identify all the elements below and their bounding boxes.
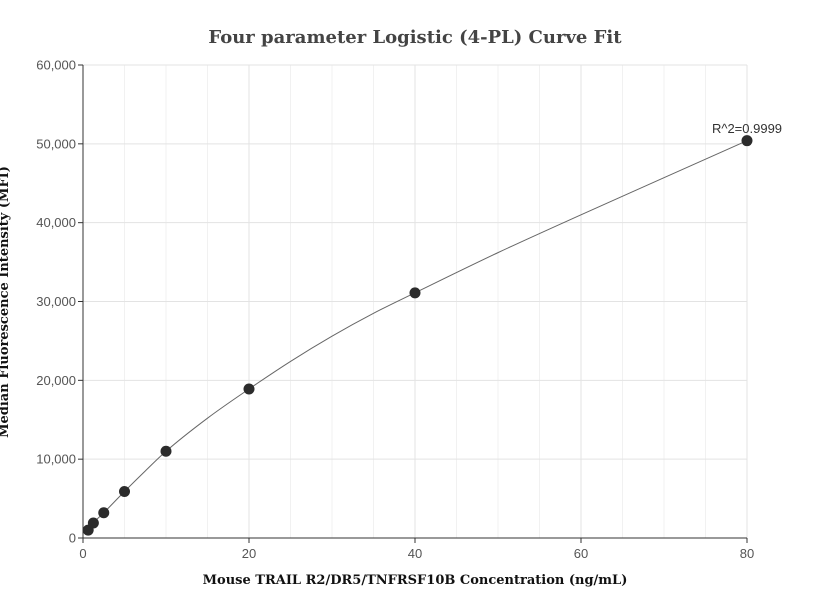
y-axis-label: Median Fluorescence Intensity (MFI) bbox=[0, 166, 12, 438]
r-squared-annotation: R^2=0.9999 bbox=[712, 121, 782, 136]
data-point bbox=[409, 287, 421, 299]
x-tick-label: 20 bbox=[242, 546, 256, 561]
y-tick-label: 10,000 bbox=[36, 452, 76, 467]
grid bbox=[83, 64, 748, 538]
fit-curve-line bbox=[87, 140, 748, 531]
data-point bbox=[160, 445, 172, 457]
data-point bbox=[119, 485, 130, 497]
x-tick-label: 40 bbox=[408, 546, 422, 561]
data-point bbox=[87, 517, 99, 529]
data-points bbox=[82, 135, 753, 536]
x-axis-label: Mouse TRAIL R2/DR5/TNFRSF10B Concentrati… bbox=[203, 573, 628, 588]
data-point bbox=[98, 507, 110, 519]
x-tick-label: 60 bbox=[574, 546, 588, 561]
data-point bbox=[243, 383, 255, 395]
y-tick-label: 20,000 bbox=[36, 373, 76, 388]
y-tick-label: 60,000 bbox=[36, 58, 76, 73]
chart-title: Four parameter Logistic (4-PL) Curve Fit bbox=[208, 27, 622, 48]
x-tick-label: 80 bbox=[740, 546, 754, 561]
y-tick-label: 30,000 bbox=[36, 294, 76, 309]
data-point bbox=[741, 135, 753, 147]
y-tick-label: 40,000 bbox=[36, 215, 76, 230]
ticks: 0 20 40 60 80 0 10,000 20,000 30,000 40,000 50,000… bbox=[36, 58, 754, 562]
y-tick-label: 50,000 bbox=[36, 136, 76, 151]
y-tick-label: 0 bbox=[69, 531, 76, 546]
x-tick-label: 0 bbox=[79, 546, 86, 561]
